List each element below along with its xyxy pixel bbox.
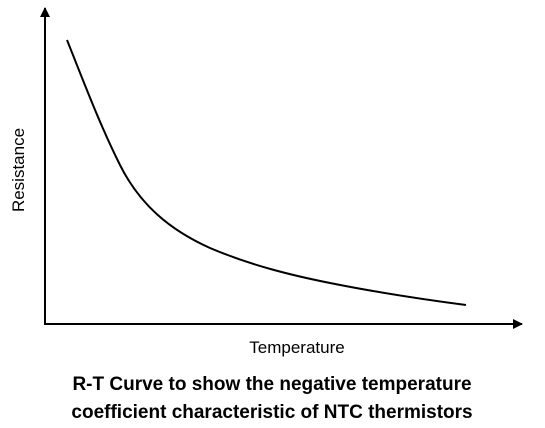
y-axis-label: Resistance <box>9 128 28 212</box>
rt-curve <box>66 39 467 306</box>
x-axis-label: Temperature <box>249 338 344 357</box>
caption-line: coefficient characteristic of NTC thermi… <box>71 402 472 423</box>
caption-line: R-T Curve to show the negative temperatu… <box>72 374 471 395</box>
